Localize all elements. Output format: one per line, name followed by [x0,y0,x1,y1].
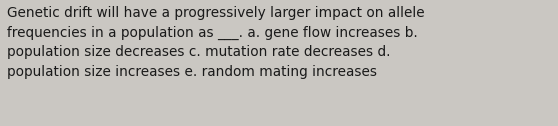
Text: Genetic drift will have a progressively larger impact on allele
frequencies in a: Genetic drift will have a progressively … [7,6,424,79]
